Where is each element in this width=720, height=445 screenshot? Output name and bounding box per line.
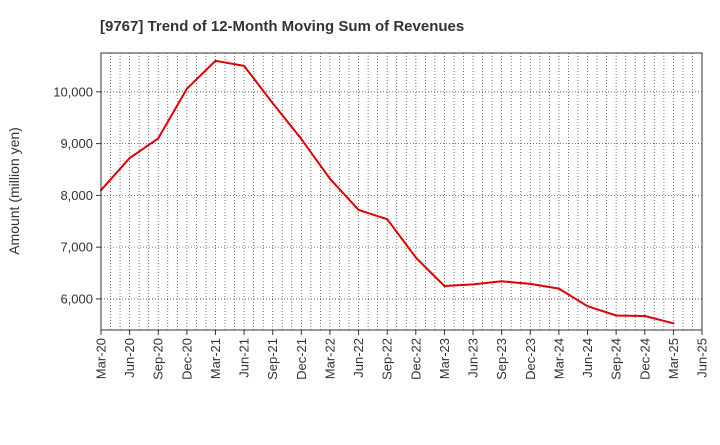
x-tick-label: Sep-21 (265, 338, 280, 380)
data-point (157, 137, 160, 140)
data-point (214, 59, 217, 62)
data-point (386, 218, 389, 221)
x-tick-label: Jun-22 (351, 338, 366, 378)
y-tick-label: 6,000 (60, 291, 93, 306)
data-point (643, 315, 646, 318)
x-tick-label: Jun-25 (695, 338, 710, 378)
data-point (128, 157, 131, 160)
y-tick-label: 10,000 (53, 84, 93, 99)
x-tick-label: Mar-20 (94, 338, 109, 379)
chart-title: [9767] Trend of 12-Month Moving Sum of R… (100, 18, 464, 35)
y-tick-label: 9,000 (60, 136, 93, 151)
plot-frame (100, 52, 703, 331)
x-tick-label: Jun-21 (237, 338, 252, 378)
data-point (185, 87, 188, 90)
x-tick-label: Dec-20 (179, 338, 194, 380)
data-point (615, 314, 618, 317)
x-tick-label: Mar-21 (208, 338, 223, 379)
x-tick-label: Dec-21 (294, 338, 309, 380)
grid-lines (101, 53, 702, 330)
x-tick-label: Mar-25 (666, 338, 681, 379)
y-tick-label: 8,000 (60, 188, 93, 203)
y-axis-ticks: 6,000 7,000 8,000 9,000 10,000 (53, 84, 101, 306)
x-axis-ticks: Mar-20 Jun-20 Sep-20 Dec-20 Mar-21 Jun-21 Sep-… (94, 330, 710, 380)
x-tick-label: Dec-23 (523, 338, 538, 380)
data-point (672, 322, 675, 325)
x-tick-label: Sep-20 (151, 338, 166, 380)
data-point (328, 177, 331, 180)
series-line (100, 59, 675, 325)
data-point (529, 282, 532, 285)
data-point (500, 280, 503, 283)
data-point (300, 137, 303, 140)
x-tick-label: Sep-24 (609, 338, 624, 380)
x-tick-label: Sep-23 (494, 338, 509, 380)
x-tick-label: Sep-22 (380, 338, 395, 380)
x-tick-label: Dec-24 (637, 338, 652, 380)
data-point (414, 256, 417, 259)
data-point (243, 64, 246, 67)
x-tick-label: Mar-23 (437, 338, 452, 379)
y-tick-label: 7,000 (60, 240, 93, 255)
x-tick-label: Dec-22 (408, 338, 423, 380)
data-point (357, 208, 360, 211)
data-point (557, 287, 560, 290)
x-tick-label: Jun-24 (580, 338, 595, 378)
data-point (586, 305, 589, 308)
x-tick-label: Mar-24 (551, 338, 566, 379)
data-point (271, 102, 274, 105)
x-tick-label: Jun-20 (122, 338, 137, 378)
y-axis-label: Amount (million yen) (6, 127, 22, 255)
x-tick-label: Mar-22 (322, 338, 337, 379)
x-tick-label: Jun-23 (466, 338, 481, 378)
data-point (472, 283, 475, 286)
data-point (443, 284, 446, 287)
